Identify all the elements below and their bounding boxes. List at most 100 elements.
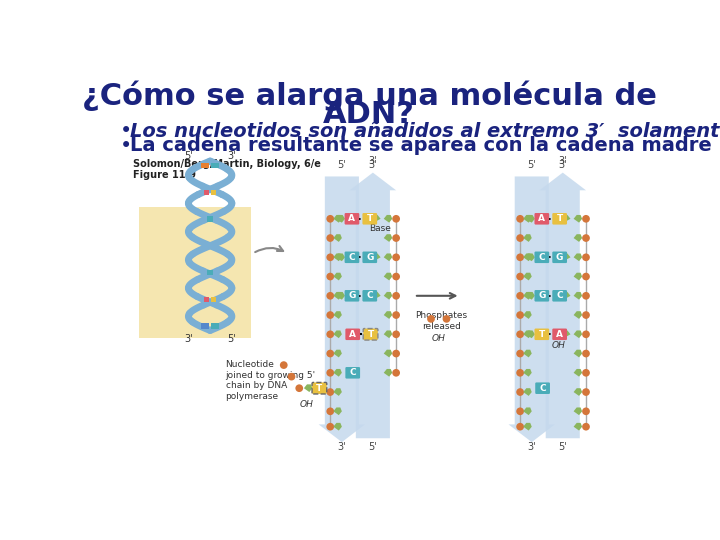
- Polygon shape: [574, 292, 582, 300]
- Polygon shape: [525, 253, 535, 261]
- FancyBboxPatch shape: [535, 382, 550, 394]
- Circle shape: [295, 384, 303, 392]
- Circle shape: [582, 330, 590, 338]
- FancyBboxPatch shape: [207, 217, 210, 222]
- Text: ADN?: ADN?: [323, 99, 415, 129]
- Circle shape: [582, 388, 590, 396]
- Polygon shape: [335, 253, 345, 261]
- Polygon shape: [319, 177, 365, 442]
- Circle shape: [516, 273, 524, 280]
- FancyBboxPatch shape: [210, 217, 213, 222]
- Polygon shape: [384, 273, 392, 280]
- FancyBboxPatch shape: [312, 382, 327, 394]
- Circle shape: [582, 215, 590, 222]
- Text: G: G: [556, 253, 563, 262]
- Circle shape: [392, 350, 400, 357]
- Text: T: T: [539, 330, 545, 339]
- Polygon shape: [333, 408, 342, 415]
- Text: C: C: [348, 253, 355, 262]
- Polygon shape: [523, 330, 532, 338]
- Polygon shape: [560, 253, 570, 261]
- Text: OH: OH: [552, 341, 566, 350]
- Text: C: C: [557, 291, 563, 300]
- Circle shape: [516, 369, 524, 377]
- Polygon shape: [335, 292, 345, 300]
- Text: C: C: [539, 253, 545, 262]
- Polygon shape: [523, 311, 532, 319]
- FancyBboxPatch shape: [210, 296, 216, 302]
- Polygon shape: [384, 292, 392, 300]
- Text: ¿Cómo se alarga una molécula de: ¿Cómo se alarga una molécula de: [81, 80, 657, 111]
- Text: G: G: [348, 291, 356, 300]
- FancyBboxPatch shape: [207, 270, 210, 275]
- Polygon shape: [333, 273, 342, 280]
- Polygon shape: [560, 292, 570, 300]
- Polygon shape: [525, 330, 535, 338]
- FancyBboxPatch shape: [534, 252, 549, 263]
- Circle shape: [326, 423, 334, 430]
- Text: 5': 5': [369, 442, 377, 452]
- FancyBboxPatch shape: [552, 290, 567, 301]
- FancyBboxPatch shape: [210, 270, 213, 275]
- Polygon shape: [574, 253, 582, 261]
- Text: 3': 3': [184, 334, 193, 345]
- FancyBboxPatch shape: [211, 323, 219, 329]
- Polygon shape: [523, 234, 532, 242]
- Circle shape: [516, 253, 524, 261]
- Polygon shape: [304, 384, 312, 392]
- Polygon shape: [574, 234, 582, 242]
- Text: C: C: [366, 291, 373, 300]
- Circle shape: [392, 273, 400, 280]
- Polygon shape: [574, 388, 582, 396]
- Text: 3': 3': [559, 160, 567, 170]
- Circle shape: [582, 253, 590, 261]
- FancyBboxPatch shape: [211, 163, 219, 168]
- Circle shape: [443, 315, 451, 323]
- Circle shape: [287, 373, 295, 381]
- FancyBboxPatch shape: [363, 328, 378, 340]
- Polygon shape: [574, 350, 582, 357]
- Polygon shape: [384, 369, 392, 377]
- Circle shape: [516, 311, 524, 319]
- FancyBboxPatch shape: [345, 252, 359, 263]
- FancyBboxPatch shape: [362, 290, 377, 301]
- Text: OH: OH: [432, 334, 446, 343]
- Text: T: T: [366, 214, 373, 224]
- Circle shape: [582, 408, 590, 415]
- Text: T: T: [557, 214, 563, 224]
- Polygon shape: [371, 253, 381, 261]
- Polygon shape: [333, 234, 342, 242]
- Text: 5': 5': [338, 160, 346, 170]
- Text: 5': 5': [527, 160, 536, 170]
- Polygon shape: [333, 253, 342, 261]
- Circle shape: [582, 273, 590, 280]
- Polygon shape: [371, 292, 381, 300]
- Polygon shape: [333, 388, 342, 396]
- Circle shape: [427, 315, 435, 323]
- Circle shape: [516, 388, 524, 396]
- Polygon shape: [508, 177, 555, 442]
- Circle shape: [582, 234, 590, 242]
- FancyBboxPatch shape: [346, 328, 360, 340]
- FancyBboxPatch shape: [210, 190, 216, 195]
- Circle shape: [326, 215, 334, 222]
- Circle shape: [326, 369, 334, 377]
- Text: 3': 3': [559, 157, 567, 166]
- Circle shape: [280, 361, 287, 369]
- Polygon shape: [525, 215, 535, 222]
- Polygon shape: [384, 234, 392, 242]
- FancyBboxPatch shape: [552, 328, 567, 340]
- Polygon shape: [574, 330, 582, 338]
- Polygon shape: [523, 215, 532, 222]
- Circle shape: [582, 369, 590, 377]
- Polygon shape: [333, 369, 342, 377]
- Text: 3': 3': [228, 151, 236, 161]
- FancyBboxPatch shape: [534, 328, 549, 340]
- Circle shape: [516, 408, 524, 415]
- Text: A: A: [539, 214, 545, 224]
- FancyBboxPatch shape: [139, 207, 251, 338]
- Polygon shape: [523, 292, 532, 300]
- Circle shape: [582, 311, 590, 319]
- Text: 5': 5': [559, 442, 567, 452]
- FancyBboxPatch shape: [362, 252, 377, 263]
